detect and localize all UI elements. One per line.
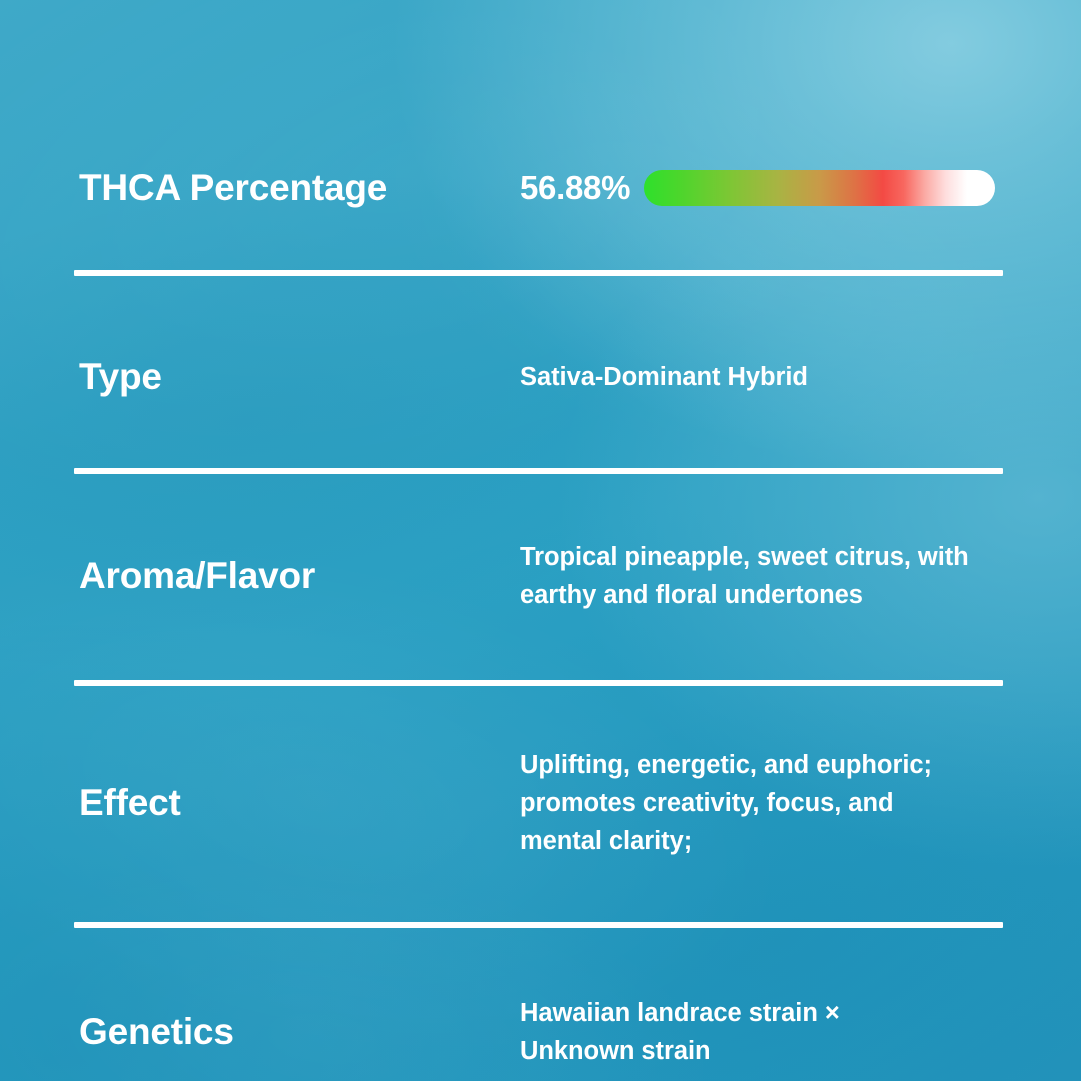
spec-label-aroma-flavor: Aroma/Flavor <box>79 555 316 597</box>
row-divider-3 <box>74 680 1003 686</box>
spec-label-type: Type <box>79 356 162 398</box>
effect-value-line-3: mental clarity; <box>520 827 693 856</box>
spec-row-aroma-flavor: Aroma/Flavor Tropical pineapple, sweet c… <box>74 522 1007 630</box>
aroma-flavor-value-line-1: Tropical pineapple, sweet citrus, with <box>520 542 969 571</box>
type-value-lines: Sativa-Dominant Hybrid <box>520 358 808 396</box>
genetics-value-line-1: Hawaiian landrace strain × <box>520 998 840 1027</box>
type-value-line-1: Sativa-Dominant Hybrid <box>520 362 808 391</box>
spec-row-effect: Effect Uplifting, energetic, and euphori… <box>74 728 1007 878</box>
row-divider-4 <box>74 922 1003 928</box>
effect-value-line-1: Uplifting, energetic, and euphoric; <box>520 750 932 779</box>
spec-label-thca-percentage: THCA Percentage <box>79 167 388 209</box>
aroma-flavor-value-lines: Tropical pineapple, sweet citrus, with e… <box>520 538 969 615</box>
row-divider-2 <box>74 468 1003 474</box>
genetics-value-line-2: Unknown strain <box>520 1037 711 1065</box>
spec-table: THCA Percentage 56.88% Type Sativa-Domin… <box>74 150 1007 1081</box>
effect-value-lines: Uplifting, energetic, and euphoric; prom… <box>520 746 932 861</box>
genetics-value-lines: Hawaiian landrace strain × Unknown strai… <box>520 994 840 1071</box>
thca-percentage-text: 56.88% <box>520 169 631 207</box>
row-divider-1 <box>74 270 1003 276</box>
spec-row-thca-percentage: THCA Percentage 56.88% <box>74 150 1007 226</box>
aroma-flavor-value-line-2: earthy and floral undertones <box>520 581 863 609</box>
spec-value-effect: Uplifting, energetic, and euphoric; prom… <box>520 746 1007 861</box>
spec-row-genetics: Genetics Hawaiian landrace strain × Unkn… <box>74 978 1007 1081</box>
effect-value-line-2: promotes creativity, focus, and <box>520 788 894 817</box>
spec-value-genetics: Hawaiian landrace strain × Unknown strai… <box>520 994 1007 1071</box>
spec-value-type: Sativa-Dominant Hybrid <box>520 358 1007 396</box>
spec-row-type: Type Sativa-Dominant Hybrid <box>74 331 1007 423</box>
spec-label-effect: Effect <box>79 782 181 824</box>
spec-value-aroma-flavor: Tropical pineapple, sweet citrus, with e… <box>520 538 1007 615</box>
spec-value-thca-percentage: 56.88% <box>520 163 1007 213</box>
spec-label-genetics: Genetics <box>79 1011 234 1053</box>
thca-progress-bar[interactable] <box>644 170 996 206</box>
